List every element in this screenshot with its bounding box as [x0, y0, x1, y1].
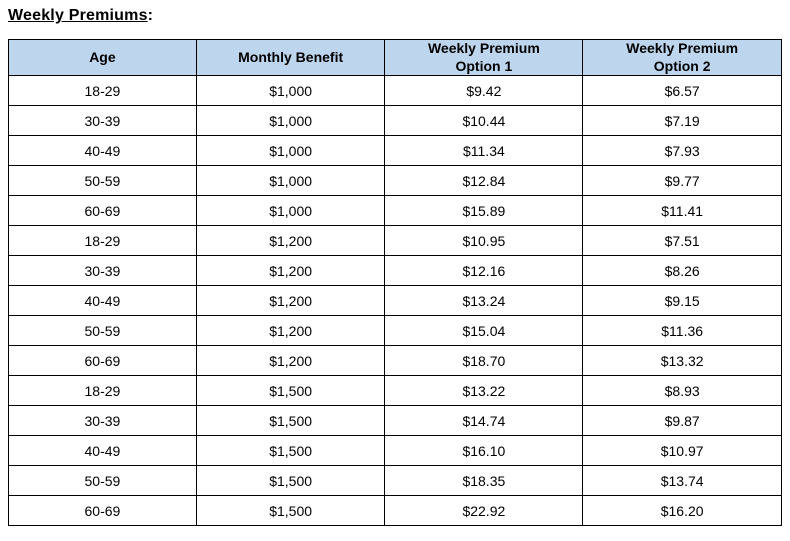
table-cell: $8.93: [582, 375, 782, 406]
table-cell: $13.74: [582, 465, 782, 496]
table-row: 60-69 $1,200 $18.70 $13.32: [8, 345, 782, 376]
table-cell: $8.26: [582, 255, 782, 286]
table-cell: $10.44: [384, 105, 584, 136]
header-weekly-premium-option-2: Weekly Premium Option 2: [582, 39, 782, 76]
table-cell: 30-39: [8, 105, 197, 136]
page-title: Weekly Premiums:: [8, 7, 782, 25]
table-cell: $1,000: [195, 135, 386, 166]
table-cell: 30-39: [8, 405, 197, 436]
table-cell: $10.95: [384, 225, 584, 256]
table-cell: 50-59: [8, 165, 197, 196]
table-cell: $1,500: [195, 495, 386, 526]
table-cell: $18.35: [384, 465, 584, 496]
table-cell: $13.32: [582, 345, 782, 376]
table-cell: $1,500: [195, 375, 386, 406]
table-cell: $15.89: [384, 195, 584, 226]
table-cell: $6.57: [582, 75, 782, 106]
table-row: 40-49 $1,200 $13.24 $9.15: [8, 285, 782, 316]
table-cell: $9.15: [582, 285, 782, 316]
table-cell: 40-49: [8, 135, 197, 166]
table-cell: $9.87: [582, 405, 782, 436]
table-row: 30-39 $1,500 $14.74 $9.87: [8, 405, 782, 436]
table-cell: $1,000: [195, 105, 386, 136]
table-cell: $9.77: [582, 165, 782, 196]
table-row: 60-69 $1,500 $22.92 $16.20: [8, 495, 782, 526]
table-cell: 40-49: [8, 285, 197, 316]
table-row: 50-59 $1,500 $18.35 $13.74: [8, 465, 782, 496]
table-cell: 50-59: [8, 465, 197, 496]
header-weekly-premium-option-1: Weekly Premium Option 1: [384, 39, 584, 76]
table-body: 18-29 $1,000 $9.42 $6.57 30-39 $1,000 $10.44 $7…: [8, 75, 782, 526]
table-cell: 18-29: [8, 75, 197, 106]
table-cell: $7.93: [582, 135, 782, 166]
table-cell: $1,000: [195, 195, 386, 226]
table-cell: $1,200: [195, 255, 386, 286]
table-row: 30-39 $1,000 $10.44 $7.19: [8, 105, 782, 136]
table-cell: 18-29: [8, 225, 197, 256]
table-cell: $1,000: [195, 75, 386, 106]
table-cell: $22.92: [384, 495, 584, 526]
table-cell: 60-69: [8, 195, 197, 226]
table-cell: 60-69: [8, 345, 197, 376]
table-cell: 30-39: [8, 255, 197, 286]
weekly-premiums-table: Age Monthly Benefit Weekly Premium Optio…: [8, 39, 782, 526]
table-cell: $16.20: [582, 495, 782, 526]
table-row: 40-49 $1,500 $16.10 $10.97: [8, 435, 782, 466]
table-cell: $10.97: [582, 435, 782, 466]
table-cell: $12.16: [384, 255, 584, 286]
document-page: Weekly Premiums: Age Monthly Benefit Wee…: [8, 7, 782, 526]
table-cell: $1,500: [195, 405, 386, 436]
table-header-row-group: Age Monthly Benefit Weekly Premium Optio…: [8, 39, 782, 76]
table-cell: $16.10: [384, 435, 584, 466]
table-cell: $1,200: [195, 345, 386, 376]
table-cell: 50-59: [8, 315, 197, 346]
table-row: 50-59 $1,200 $15.04 $11.36: [8, 315, 782, 346]
header-monthly-benefit: Monthly Benefit: [195, 39, 386, 76]
table-cell: $13.24: [384, 285, 584, 316]
table-cell: $14.74: [384, 405, 584, 436]
table-row: 18-29 $1,000 $9.42 $6.57: [8, 75, 782, 106]
table-cell: $15.04: [384, 315, 584, 346]
table-cell: $12.84: [384, 165, 584, 196]
table-cell: $11.41: [582, 195, 782, 226]
table-row: 18-29 $1,500 $13.22 $8.93: [8, 375, 782, 406]
table-row: 18-29 $1,200 $10.95 $7.51: [8, 225, 782, 256]
table-cell: 40-49: [8, 435, 197, 466]
table-cell: $18.70: [384, 345, 584, 376]
table-cell: 60-69: [8, 495, 197, 526]
table-cell: 18-29: [8, 375, 197, 406]
page-title-text: Weekly Premiums: [8, 7, 148, 24]
table-cell: $13.22: [384, 375, 584, 406]
table-row: 50-59 $1,000 $12.84 $9.77: [8, 165, 782, 196]
table-cell: $11.36: [582, 315, 782, 346]
table-cell: $1,200: [195, 315, 386, 346]
table-cell: $7.51: [582, 225, 782, 256]
table-row: 30-39 $1,200 $12.16 $8.26: [8, 255, 782, 286]
table-cell: $9.42: [384, 75, 584, 106]
table-cell: $1,000: [195, 165, 386, 196]
page-title-colon: :: [147, 7, 154, 24]
table-cell: $1,200: [195, 285, 386, 316]
table-header-row: Age Monthly Benefit Weekly Premium Optio…: [8, 39, 782, 76]
table-row: 40-49 $1,000 $11.34 $7.93: [8, 135, 782, 166]
header-age: Age: [8, 39, 197, 76]
table-cell: $1,500: [195, 435, 386, 466]
table-cell: $1,500: [195, 465, 386, 496]
table-cell: $7.19: [582, 105, 782, 136]
table-row: 60-69 $1,000 $15.89 $11.41: [8, 195, 782, 226]
table-cell: $11.34: [384, 135, 584, 166]
table-cell: $1,200: [195, 225, 386, 256]
